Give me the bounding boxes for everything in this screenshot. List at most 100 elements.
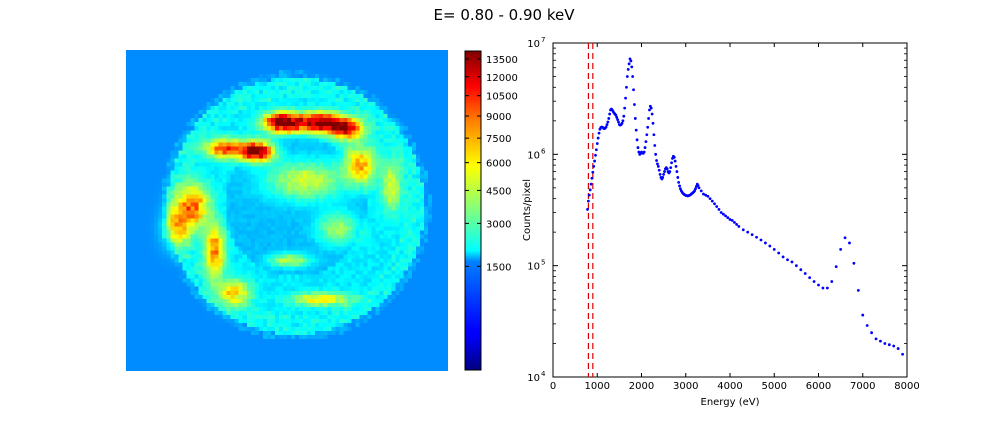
spectrum-point xyxy=(848,241,851,245)
colorbar-tick-label: 3000 xyxy=(486,219,511,230)
spectrum-point xyxy=(726,216,730,220)
spectrum-point xyxy=(625,85,628,89)
spectrum-point xyxy=(759,238,763,242)
spectrum-point xyxy=(817,283,820,287)
spectrum-point xyxy=(594,153,597,157)
spectrum-point xyxy=(887,343,891,347)
y-tick-label: 10 xyxy=(527,150,540,161)
spectrum-point xyxy=(764,241,767,245)
x-tick-label: 7000 xyxy=(850,381,875,392)
spectrum-point xyxy=(655,159,658,162)
figure-title: E= 0.80 - 0.90 keV xyxy=(433,6,575,24)
spectrum-point xyxy=(786,258,789,262)
x-tick-label: 6000 xyxy=(806,381,831,392)
spectrum-point xyxy=(587,199,590,203)
spectrum-point xyxy=(621,119,625,123)
spectrum-points xyxy=(586,57,904,356)
spectrum-point xyxy=(883,342,887,345)
spectrum-point xyxy=(648,108,651,112)
spectrum-point xyxy=(615,115,619,119)
x-tick-label: 8000 xyxy=(894,381,919,392)
spectrum-point xyxy=(781,255,785,259)
spectrum-point xyxy=(772,247,776,251)
y-tick-exponent: 4 xyxy=(541,370,546,378)
spectrum-point xyxy=(717,208,721,211)
spectrum-point xyxy=(587,193,591,197)
spectrum-point xyxy=(635,138,639,142)
spectrum-point xyxy=(896,347,900,350)
spectrum-point xyxy=(737,225,741,228)
spectrum-point xyxy=(657,168,661,172)
colorbar-tick-label: 10500 xyxy=(486,92,518,103)
spectrum-point xyxy=(843,236,847,240)
spectrum-point xyxy=(674,164,678,168)
colorbar-tick-label: 4500 xyxy=(486,186,511,197)
spectrum-point xyxy=(634,128,638,132)
spectrum-point xyxy=(595,142,599,145)
spectrum-point xyxy=(627,62,631,66)
spectrum-point xyxy=(678,184,681,188)
spectrum-point xyxy=(901,352,904,356)
colorbar-tick-label: 9000 xyxy=(486,112,511,123)
spectrum-point xyxy=(879,339,882,343)
spectrum-point xyxy=(642,150,646,154)
spectrum-point xyxy=(661,176,665,179)
spectrum-point xyxy=(856,288,860,292)
x-tick-label: 0 xyxy=(550,381,556,392)
spectrum-point xyxy=(803,272,807,275)
spectrum-point xyxy=(663,170,666,173)
spectrum-point xyxy=(699,189,703,193)
spectrum-point xyxy=(649,106,653,110)
spectrum-point xyxy=(631,75,635,78)
spectrum-point xyxy=(589,182,593,186)
spectrum-point xyxy=(614,113,618,117)
y-tick-label: 10 xyxy=(527,262,540,273)
spectrum-point xyxy=(870,331,873,335)
spectrum-point xyxy=(812,280,816,283)
spectrum-point xyxy=(710,199,714,203)
spectrum-point xyxy=(591,170,595,174)
spectrum-point xyxy=(852,261,856,265)
spectrum-point xyxy=(650,112,654,116)
spectrum-point xyxy=(633,103,636,106)
spectrum-point xyxy=(594,148,598,152)
spectrum-point xyxy=(588,188,592,192)
spectrum-point xyxy=(715,205,719,208)
spectrum-point xyxy=(708,197,712,201)
spectrum-point xyxy=(622,114,626,118)
spectrum-point xyxy=(604,125,608,129)
spectrum-point xyxy=(623,106,627,110)
spectrum-point xyxy=(706,194,710,198)
spectrum-point xyxy=(768,244,772,248)
spectrum-point xyxy=(670,161,673,165)
spectrum-point xyxy=(620,121,624,125)
spectrum-point xyxy=(586,208,589,211)
spectrum-point xyxy=(830,280,834,283)
colorbar-tick-label: 1500 xyxy=(486,262,511,273)
spectrum-point xyxy=(616,118,620,122)
spectrum-point xyxy=(592,164,596,168)
spectrum-point xyxy=(675,170,679,173)
spectrum-point xyxy=(607,117,611,120)
spectrum-point xyxy=(676,176,680,179)
colorbar-ticks: 1500 3000 4500 6000 7500 9000 10500 12000 13500 xyxy=(465,55,518,273)
y-tick-label: 10 xyxy=(527,39,540,50)
x-tick-label: 5000 xyxy=(762,381,787,392)
spectrum-point xyxy=(590,176,594,180)
colorbar-tick-label: 7500 xyxy=(486,134,511,145)
spectrum-point xyxy=(596,136,600,140)
spectrum-point xyxy=(861,313,865,317)
spectrum-point xyxy=(630,65,634,69)
spectrum-point xyxy=(808,276,812,280)
spectrum-point xyxy=(668,170,672,173)
spectrum-point xyxy=(821,286,825,290)
spectrum-point xyxy=(665,167,669,171)
spectrum-point xyxy=(724,214,727,218)
colorbar-tick-label: 6000 xyxy=(486,159,511,170)
spectrum-point xyxy=(713,202,716,206)
spectrum-point xyxy=(735,222,739,226)
plot-frame xyxy=(552,42,908,378)
spectrum-point xyxy=(645,133,649,137)
heatmap-panel xyxy=(126,50,448,371)
